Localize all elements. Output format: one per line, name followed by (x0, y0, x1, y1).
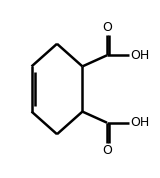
Text: O: O (102, 21, 112, 34)
Text: OH: OH (130, 116, 149, 129)
Text: O: O (102, 144, 112, 157)
Text: OH: OH (130, 49, 149, 62)
